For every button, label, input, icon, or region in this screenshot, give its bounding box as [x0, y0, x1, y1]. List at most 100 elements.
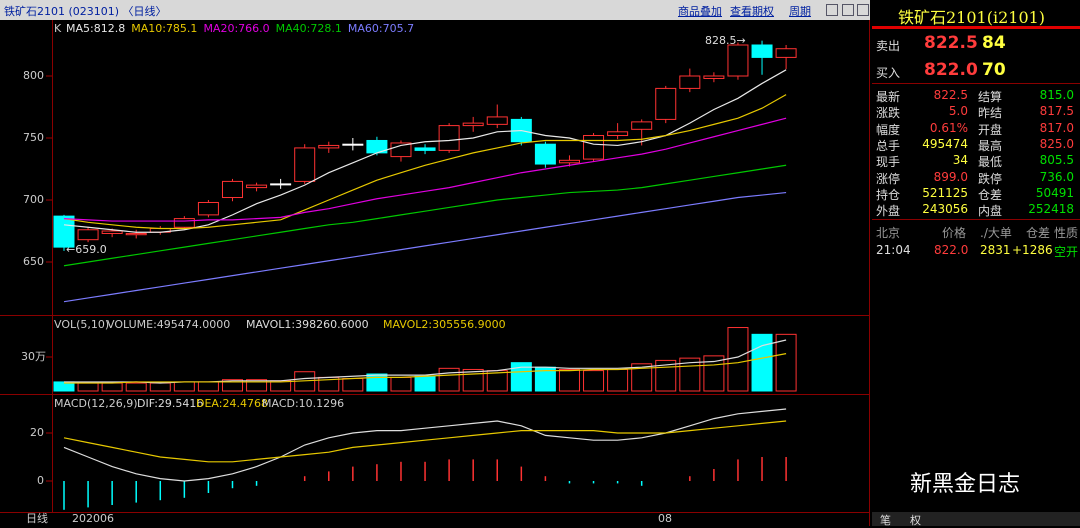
tick-oi: +1286 — [1012, 243, 1053, 257]
link[interactable]: 周期 — [789, 5, 811, 18]
volume-bar — [462, 368, 484, 392]
row-value: 34 — [952, 153, 968, 168]
y-tick-label: 650 — [23, 255, 44, 268]
tick-price: 822.0 — [934, 243, 969, 257]
row-value: 243056 — [922, 202, 968, 217]
macd-legend: MACD:10.1296 — [262, 397, 344, 410]
ma-legend: MA20:766.0 — [203, 22, 269, 35]
dea-line — [63, 420, 787, 463]
tick-type: 空开 — [1054, 245, 1079, 259]
icon-button[interactable] — [857, 4, 869, 16]
candle-body — [246, 184, 268, 189]
row-label: 仓差 — [978, 187, 1003, 202]
row-value: 825.0 — [1039, 136, 1074, 151]
ma-legend: MA60:705.7 — [348, 22, 414, 35]
row-label: 涨停 — [876, 171, 901, 186]
row-label: 昨结 — [978, 106, 1003, 121]
row-label: 总手 — [876, 138, 901, 153]
volume-bar — [246, 379, 268, 392]
quote-panel: 铁矿石2101(i2101) 卖出 822.5 84 买入 822.0 70 北… — [872, 0, 1080, 527]
candle-body — [775, 48, 797, 58]
y-tick-label: 30万 — [21, 350, 46, 363]
volume-bar — [438, 367, 460, 392]
th: 北京 — [876, 226, 901, 240]
tab[interactable]: 笔 — [880, 514, 891, 527]
vol-legend: VOL(5,10) — [54, 318, 109, 331]
row-label: 最新 — [876, 90, 901, 104]
divider — [872, 219, 1080, 220]
row-value: 495474 — [922, 136, 968, 151]
link[interactable]: 查看期权 — [730, 5, 774, 18]
ma-legend: MA10:785.1 — [131, 22, 197, 35]
row-label: 开盘 — [978, 122, 1003, 137]
row-label: 持仓 — [876, 187, 901, 202]
y-tick-label: 20 — [30, 426, 44, 439]
volume-bar — [414, 375, 436, 392]
row-value: 815.0 — [1039, 88, 1074, 102]
vol-legend: MAVOL1:398260.6000 — [246, 318, 369, 331]
tick-time: 21:04 — [876, 243, 911, 257]
candle-body — [438, 125, 460, 151]
candle-body — [125, 232, 147, 236]
divider — [872, 26, 1080, 29]
icon-button[interactable] — [826, 4, 838, 16]
candle-body — [53, 215, 75, 248]
row-value: 817.0 — [1039, 120, 1074, 135]
divider — [872, 83, 1080, 84]
ma-line — [63, 164, 787, 267]
ma-legend: MA5:812.8 — [66, 22, 125, 35]
bid-label: 买入 — [876, 66, 901, 80]
candle-body — [294, 147, 316, 182]
candle-body — [462, 122, 484, 127]
ma-line — [63, 117, 787, 222]
vol-legend: VOLUME:495474.0000 — [107, 318, 230, 331]
low-annotation: ←659.0 — [66, 243, 107, 256]
candle-body — [486, 116, 508, 125]
tab[interactable]: 权 — [910, 514, 921, 527]
link[interactable]: 商品叠加 — [678, 5, 722, 18]
icon-button[interactable] — [842, 4, 854, 16]
th: 仓差 — [1026, 226, 1051, 240]
row-label: 幅度 — [876, 122, 901, 137]
ma-line — [63, 94, 787, 230]
candle-body — [414, 147, 436, 151]
y-tick-label: 700 — [23, 193, 44, 206]
panel-frames — [0, 20, 870, 526]
y-tick-label: 0 — [37, 474, 44, 487]
bid-vol: 70 — [982, 60, 1006, 80]
bid-price: 822.0 — [924, 60, 978, 80]
th: ./大单 — [980, 226, 1012, 240]
ma-line — [63, 191, 787, 303]
volume-bar — [631, 363, 653, 392]
th: 性质 — [1054, 226, 1079, 240]
watermark: 新黑金日志 — [910, 472, 1021, 497]
candle-body — [101, 230, 123, 234]
time-label: 202006 — [72, 512, 114, 525]
th: 价格 — [942, 226, 967, 240]
candle-body — [727, 44, 749, 77]
candle-body — [703, 75, 725, 79]
row-value: 736.0 — [1039, 169, 1074, 184]
tab-bar — [872, 512, 1080, 526]
volume-bar — [558, 368, 580, 392]
high-annotation: 828.5→ — [705, 34, 746, 47]
legend-k: K — [54, 22, 62, 35]
mavol-line — [64, 353, 787, 384]
candle-body — [607, 131, 629, 137]
row-value: 521125 — [922, 185, 968, 200]
row-label: 外盘 — [876, 204, 901, 219]
volume-bar — [751, 333, 773, 392]
ask-price: 822.5 — [924, 33, 978, 53]
row-value: 817.5 — [1039, 104, 1074, 119]
candle-body — [318, 144, 340, 149]
volume-bar — [655, 359, 677, 392]
candle-body — [534, 143, 556, 165]
row-label: 现手 — [876, 155, 901, 170]
row-label: 内盘 — [978, 204, 1003, 219]
volume-bar — [125, 382, 147, 392]
row-label: 跌停 — [978, 171, 1003, 186]
vol-legend: MAVOL2:305556.9000 — [383, 318, 506, 331]
macd-legend: DIF:29.5416 — [137, 397, 203, 410]
row-value: 0.61% — [929, 120, 968, 135]
